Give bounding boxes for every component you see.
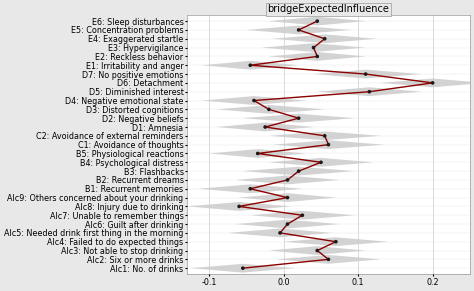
Point: [325, 142, 332, 147]
Point: [250, 98, 258, 103]
Point: [284, 178, 292, 182]
Point: [295, 28, 302, 32]
Point: [321, 134, 328, 138]
Point: [276, 230, 284, 235]
Point: [295, 169, 302, 173]
Point: [246, 63, 254, 68]
Point: [332, 239, 340, 244]
Point: [429, 81, 437, 85]
Point: [362, 72, 369, 77]
Point: [299, 213, 306, 218]
Point: [310, 45, 317, 50]
Point: [235, 204, 243, 209]
Point: [284, 195, 292, 200]
Point: [261, 125, 269, 129]
Point: [265, 107, 273, 112]
Polygon shape: [187, 17, 474, 273]
Point: [254, 151, 262, 156]
Point: [365, 89, 373, 94]
Point: [284, 222, 292, 226]
Point: [317, 160, 325, 165]
Point: [321, 36, 328, 41]
Point: [313, 19, 321, 24]
Point: [313, 248, 321, 253]
Point: [325, 257, 332, 262]
Point: [239, 266, 246, 271]
Point: [246, 187, 254, 191]
Title: bridgeExpectedInfluence: bridgeExpectedInfluence: [267, 4, 389, 14]
Point: [295, 116, 302, 120]
Point: [313, 54, 321, 59]
